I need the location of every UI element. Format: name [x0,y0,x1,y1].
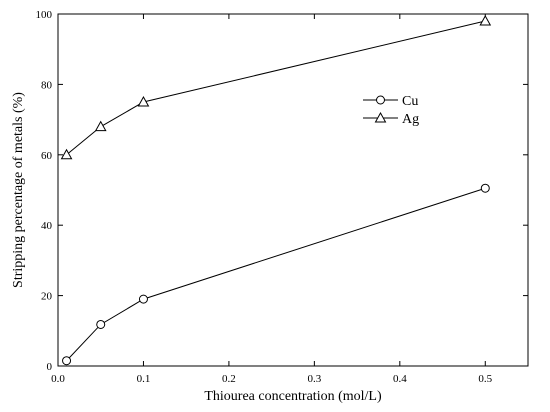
y-tick-label: 40 [41,220,53,232]
data-point-ag [137,95,150,107]
legend: Cu Ag [363,94,419,127]
data-point-cu [62,356,72,366]
series-cu [62,183,490,366]
y-tick-label: 20 [41,291,53,303]
data-point-ag [94,120,107,132]
legend-item-ag: Ag [363,111,419,127]
legend-marker [376,95,385,105]
plot-frame [57,13,529,367]
legend-item-cu: Cu [363,94,418,109]
axes: 0.0 0.1 0.2 0.3 0.4 0.5 0 20 40 60 80 100 [36,9,529,385]
x-tick-label: 0.4 [393,373,407,385]
data-point-ag [479,15,492,26]
y-axis-title: Stripping percentage of metals (%) [11,92,26,288]
x-tick-label: 0.2 [222,373,236,385]
x-tick-label: 0.5 [478,373,492,385]
data-point-cu [480,183,490,193]
series-ag [60,15,492,160]
x-axis-title: Thiourea concentration (mol/L) [204,389,382,404]
x-tick-label: 0.0 [51,373,65,385]
series-line-ag [66,20,486,156]
legend-marker [374,111,387,123]
legend-label: Cu [402,94,418,109]
y-tick-label: 80 [41,79,53,91]
y-tick-label: 60 [41,150,53,162]
legend-label: Ag [402,112,419,127]
data-point-ag [60,148,73,160]
series-line-cu [66,187,486,362]
y-tick-label: 100 [36,9,53,21]
series-group [60,15,492,366]
data-point-cu [138,294,148,304]
data-point-cu [96,319,106,329]
x-tick-label: 0.3 [307,373,321,385]
y-tick-label: 0 [47,361,53,373]
x-tick-label: 0.1 [137,373,151,385]
